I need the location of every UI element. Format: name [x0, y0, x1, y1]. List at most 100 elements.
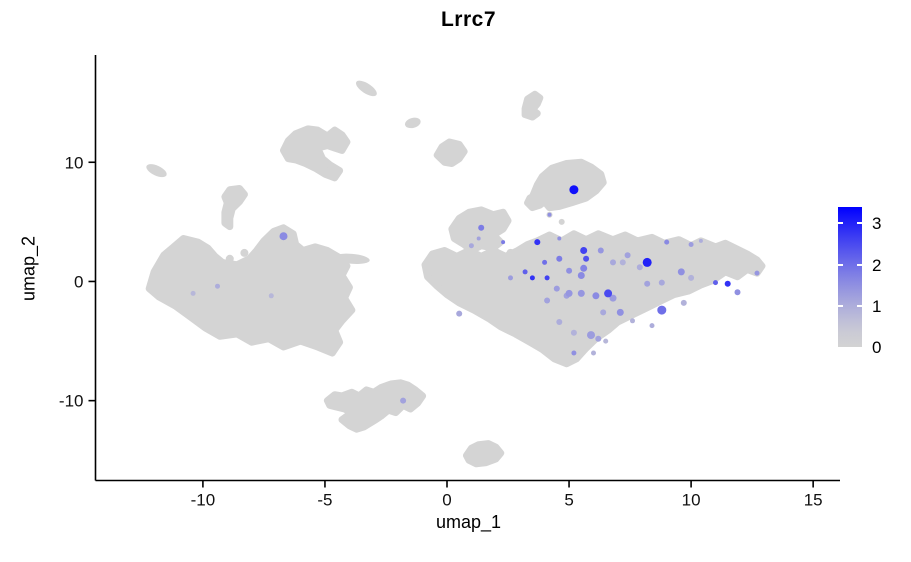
expression-point [688, 274, 695, 281]
grey-dot [240, 248, 249, 257]
x-tick-label: 10 [682, 491, 701, 510]
grey-cluster-bottom-small [463, 440, 505, 468]
plot-title: Lrrc7 [440, 8, 497, 31]
y-tick-label: 10 [65, 153, 84, 172]
expression-point [630, 318, 635, 324]
colorbar-tick-label: 0 [872, 338, 882, 357]
expression-point [534, 239, 541, 246]
expression-point [215, 283, 220, 289]
expression-point [603, 338, 609, 344]
expression-point [566, 267, 573, 274]
expression-point [624, 252, 631, 259]
expression-point [644, 280, 651, 287]
expression-point [190, 290, 196, 296]
grey-cluster-ear-blob [524, 158, 607, 212]
expression-point [268, 293, 274, 299]
expression-point [609, 294, 617, 302]
expression-point [279, 232, 288, 241]
y-tick-label: 0 [74, 272, 83, 291]
expression-point [508, 275, 513, 281]
grey-dot [529, 336, 540, 347]
expression-colorbar-legend: 0 1 2 3 [838, 207, 908, 357]
expression-point [468, 243, 474, 249]
expression-point [604, 289, 613, 298]
expression-point [544, 297, 551, 304]
colorbar-tick [857, 304, 862, 307]
expression-point [400, 397, 407, 404]
expression-point [649, 323, 655, 329]
grey-cluster-top-streak-a [355, 80, 377, 97]
grey-cluster-top-blob-c [433, 138, 468, 167]
x-tick-label: 5 [564, 491, 573, 510]
expression-point [658, 279, 665, 286]
expression-point [677, 268, 685, 276]
expression-point [522, 269, 528, 275]
expression-point [688, 242, 694, 247]
colorbar-tick-label: 2 [872, 255, 882, 275]
expression-point [724, 280, 731, 287]
expression-point [713, 280, 718, 286]
y-axis-label: umap_2 [18, 235, 39, 302]
colorbar-tick [838, 304, 843, 307]
expression-point [642, 257, 652, 267]
expression-point [577, 272, 585, 279]
expression-point [580, 264, 588, 272]
expression-point [587, 331, 595, 340]
expression-point [569, 185, 579, 195]
expression-point [456, 310, 463, 317]
x-tick-label: 15 [804, 491, 823, 510]
expression-point [600, 309, 607, 316]
expression-point [754, 270, 760, 276]
x-tick-label: 0 [442, 491, 451, 510]
expression-point [680, 299, 687, 306]
colorbar-gradient [838, 207, 862, 347]
expression-point [553, 285, 560, 292]
expression-point [664, 239, 670, 245]
grey-cluster-left-main [145, 224, 356, 357]
expression-point [556, 255, 563, 262]
expression-point [597, 247, 604, 254]
expression-point [616, 308, 624, 316]
expression-point [547, 212, 552, 217]
grey-cluster-right-main [421, 230, 766, 368]
grey-cluster-blob-f [221, 185, 248, 231]
expression-point [610, 259, 616, 266]
expression-point [698, 238, 703, 243]
expression-point [577, 289, 585, 297]
grey-cluster-top-oval-b [404, 117, 421, 129]
colorbar-tick [857, 222, 862, 225]
expression-point [529, 275, 535, 281]
x-axis-label: umap_1 [435, 512, 502, 532]
grey-cluster-blob-g [280, 125, 351, 182]
y-tick-label: -10 [59, 392, 84, 411]
colorbar-tick-label: 3 [872, 214, 882, 234]
expression-point [591, 350, 596, 356]
expression-point [501, 240, 506, 245]
x-tick-label: -10 [191, 491, 216, 510]
grey-dot [518, 248, 527, 257]
expression-point [570, 329, 577, 336]
expression-point [636, 264, 643, 271]
colorbar-tick-label: 1 [872, 296, 882, 316]
expression-point [556, 319, 563, 325]
expression-point [476, 236, 481, 241]
colorbar-tick [857, 263, 862, 266]
expression-point [619, 259, 626, 266]
x-tick-label: -5 [317, 491, 332, 510]
expression-point [734, 289, 741, 296]
colorbar-tick [838, 222, 843, 225]
grey-dot [506, 248, 515, 257]
expression-point [557, 236, 562, 241]
grey-cluster-dot-row [333, 253, 370, 265]
grey-dot [225, 254, 234, 263]
expression-point [580, 247, 588, 254]
expression-point [542, 259, 548, 265]
expression-point [565, 289, 573, 297]
expression-point [592, 292, 600, 300]
grey-dot [530, 250, 539, 258]
grey-cluster-left-streak-e [146, 164, 167, 178]
grey-cluster-top-blob-d [521, 90, 544, 121]
expression-point [571, 350, 577, 356]
